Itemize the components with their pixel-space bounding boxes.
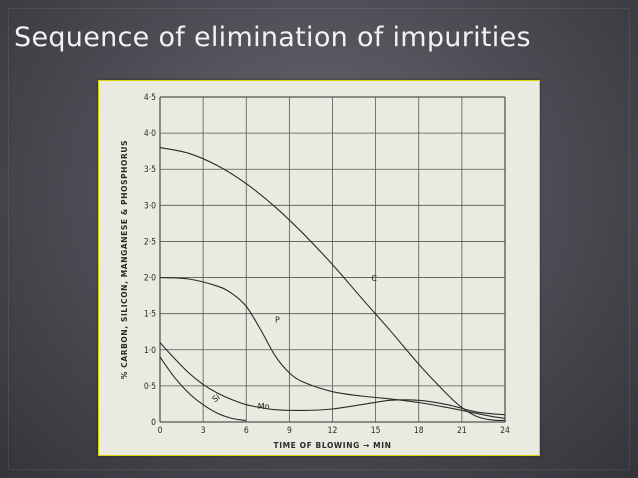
x-tick-label: 18	[414, 426, 424, 436]
series-mn-line	[159, 342, 506, 416]
x-tick-label: 6	[244, 426, 249, 436]
x-tick-label: 0	[158, 426, 163, 436]
y-tick-label: 0·5	[144, 382, 156, 392]
series-si-label: Si	[211, 393, 222, 405]
series-p-line	[159, 277, 506, 419]
x-tick-label: 15	[371, 426, 381, 436]
chart-labels: C P Mn Si	[211, 274, 378, 411]
y-tick-label: 4·0	[144, 129, 156, 139]
y-tick-label: 3·5	[144, 165, 156, 175]
chart-series	[159, 147, 506, 422]
x-axis-title: TIME OF BLOWING → MIN	[274, 441, 392, 450]
x-tick-label: 12	[328, 426, 338, 436]
x-tick-label: 21	[457, 426, 467, 436]
x-tick-label: 24	[500, 426, 510, 436]
y-tick-label: 4·5	[144, 93, 156, 103]
chart-figure: 0 3 6 9 12 15 18 21 24 0 0·5 1·0 1·5 2·0 2·5 3·0 3·5 4·0 4…	[98, 80, 540, 456]
series-si-line	[159, 356, 247, 422]
slide-title: Sequence of elimination of impurities	[14, 22, 531, 53]
x-tick-label: 3	[201, 426, 206, 436]
series-p-label: P	[275, 315, 280, 324]
y-tick-label: 1·0	[144, 346, 156, 356]
y-tick-label: 1·5	[144, 310, 156, 320]
y-tick-label: 2·5	[144, 237, 156, 247]
y-tick-label: 2·0	[144, 274, 156, 284]
x-tick-label: 9	[287, 426, 292, 436]
series-c-line	[159, 147, 506, 422]
chart-svg: 0 3 6 9 12 15 18 21 24 0 0·5 1·0 1·5 2·0 2·5 3·0 3·5 4·0 4…	[120, 93, 510, 450]
y-tick-label: 0	[151, 418, 156, 428]
y-axis-title: % CARBON, SILICON, MANGANESE & PHOSPHORU…	[120, 140, 129, 379]
chart-axes: 0 3 6 9 12 15 18 21 24 0 0·5 1·0 1·5 2·0 2·5 3·0 3·5 4·0 4…	[144, 93, 510, 436]
series-c-label: C	[371, 274, 377, 283]
y-tick-label: 3·0	[144, 201, 156, 211]
chart-grid	[159, 96, 506, 423]
series-mn-label: Mn	[258, 402, 270, 411]
